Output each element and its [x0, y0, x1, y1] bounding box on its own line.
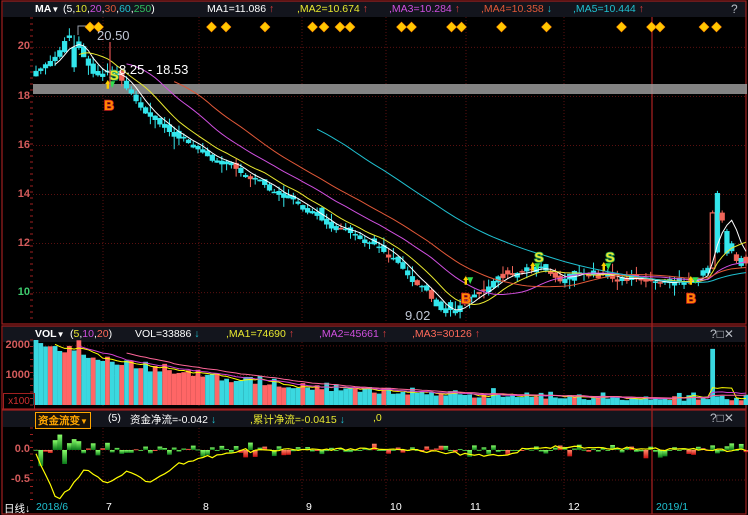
svg-text:S: S — [109, 67, 118, 83]
svg-text:B: B — [686, 290, 696, 306]
svg-text:S: S — [605, 249, 614, 265]
svg-text:B: B — [461, 290, 471, 306]
svg-text:B: B — [104, 97, 114, 113]
svg-text:S: S — [534, 249, 543, 265]
